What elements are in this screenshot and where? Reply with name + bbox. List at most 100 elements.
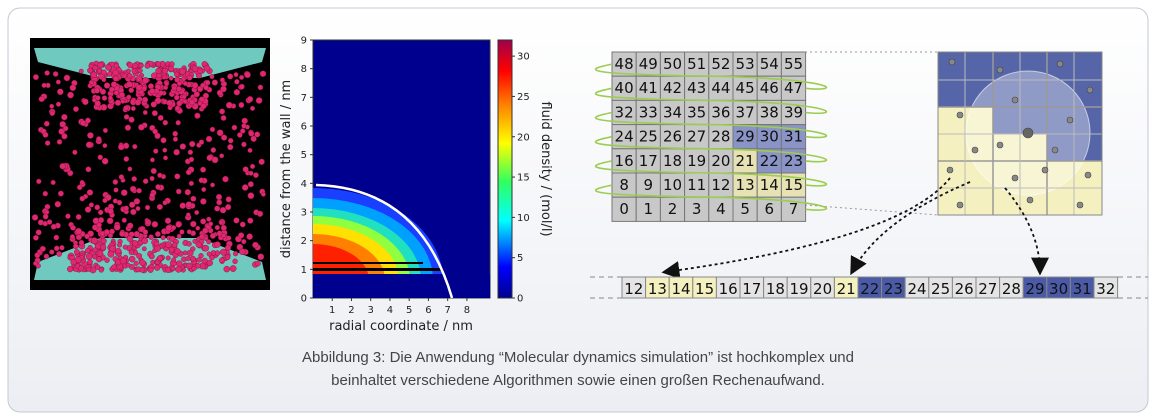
colorbar-tick-label: 25 [517,92,530,103]
particle [223,265,230,273]
particle [114,99,122,106]
grid-number: 12 [711,176,730,194]
particle [171,257,177,263]
strip-number: 31 [1073,280,1092,298]
particle [75,227,82,235]
particle [210,182,215,188]
particle [118,174,125,180]
particle [233,88,241,96]
grid-number: 10 [663,176,682,194]
particle [188,98,196,106]
particle [257,210,264,217]
particle [129,201,136,208]
particle [59,121,66,128]
grid-number: 8 [619,176,629,194]
x-tick-label: 6 [425,305,431,316]
particle [34,252,41,259]
particle [206,239,212,245]
particle [250,135,257,142]
particle [42,213,49,220]
particle [112,75,119,82]
particle [138,63,144,69]
particle [227,137,234,144]
particle [131,240,139,247]
particle [149,175,155,182]
particle [149,88,156,95]
grid-number: 1 [644,200,654,218]
particle [49,249,55,255]
particle [175,221,182,228]
particle [142,229,149,235]
particle [123,156,130,162]
particle [229,265,237,272]
particle [242,166,249,173]
strip-number: 19 [789,280,808,298]
particle [90,71,98,79]
particle [99,230,106,237]
grid-number: 13 [736,176,755,194]
grid-number: 18 [663,152,682,170]
particle [192,238,198,244]
particle [220,115,227,121]
particle [237,132,243,138]
particle [131,176,137,182]
particle [133,230,141,238]
particle [157,114,164,121]
particle [173,71,180,78]
grid-number: 31 [784,128,803,146]
particle [203,84,210,91]
grid-number: 46 [760,79,779,97]
particle [73,106,79,112]
particle [80,120,87,127]
grid-number: 6 [765,200,775,218]
particle [150,101,157,108]
grid-cell [684,148,710,174]
particle [119,230,126,237]
particle [168,75,174,81]
particle [97,154,103,160]
x-tick-label: 7 [444,305,450,316]
particle [185,255,191,262]
particle [240,128,246,134]
particle [135,206,141,212]
particle [202,227,209,234]
particle [96,222,102,228]
particle [241,123,247,129]
particle [70,224,76,231]
particle [105,64,112,71]
particle [231,124,238,131]
particle [154,97,162,105]
grid-number: 55 [784,55,803,73]
particle [43,253,50,260]
particle [233,72,239,78]
particle [176,81,182,87]
particle [112,179,119,185]
particle [86,266,92,272]
particle [165,266,172,273]
grid-number: 32 [615,103,634,121]
particle [113,223,121,231]
strip-number: 20 [813,280,832,298]
particle [33,260,38,266]
particle [55,101,62,107]
particle [191,265,197,271]
particle [202,244,209,252]
particle [247,181,254,188]
particle [153,240,160,247]
particle [74,263,80,269]
grid-cell [635,51,661,77]
particle [88,79,95,86]
particle [85,247,91,254]
particle [134,99,142,106]
grid-cell [732,124,758,150]
grid-number: 41 [639,79,658,97]
particle [106,217,114,225]
particle [198,96,205,103]
grid-cell [732,99,758,126]
particle [209,74,215,80]
particle [123,205,129,212]
particle [200,166,207,173]
particle [172,136,179,142]
particle [142,110,148,116]
